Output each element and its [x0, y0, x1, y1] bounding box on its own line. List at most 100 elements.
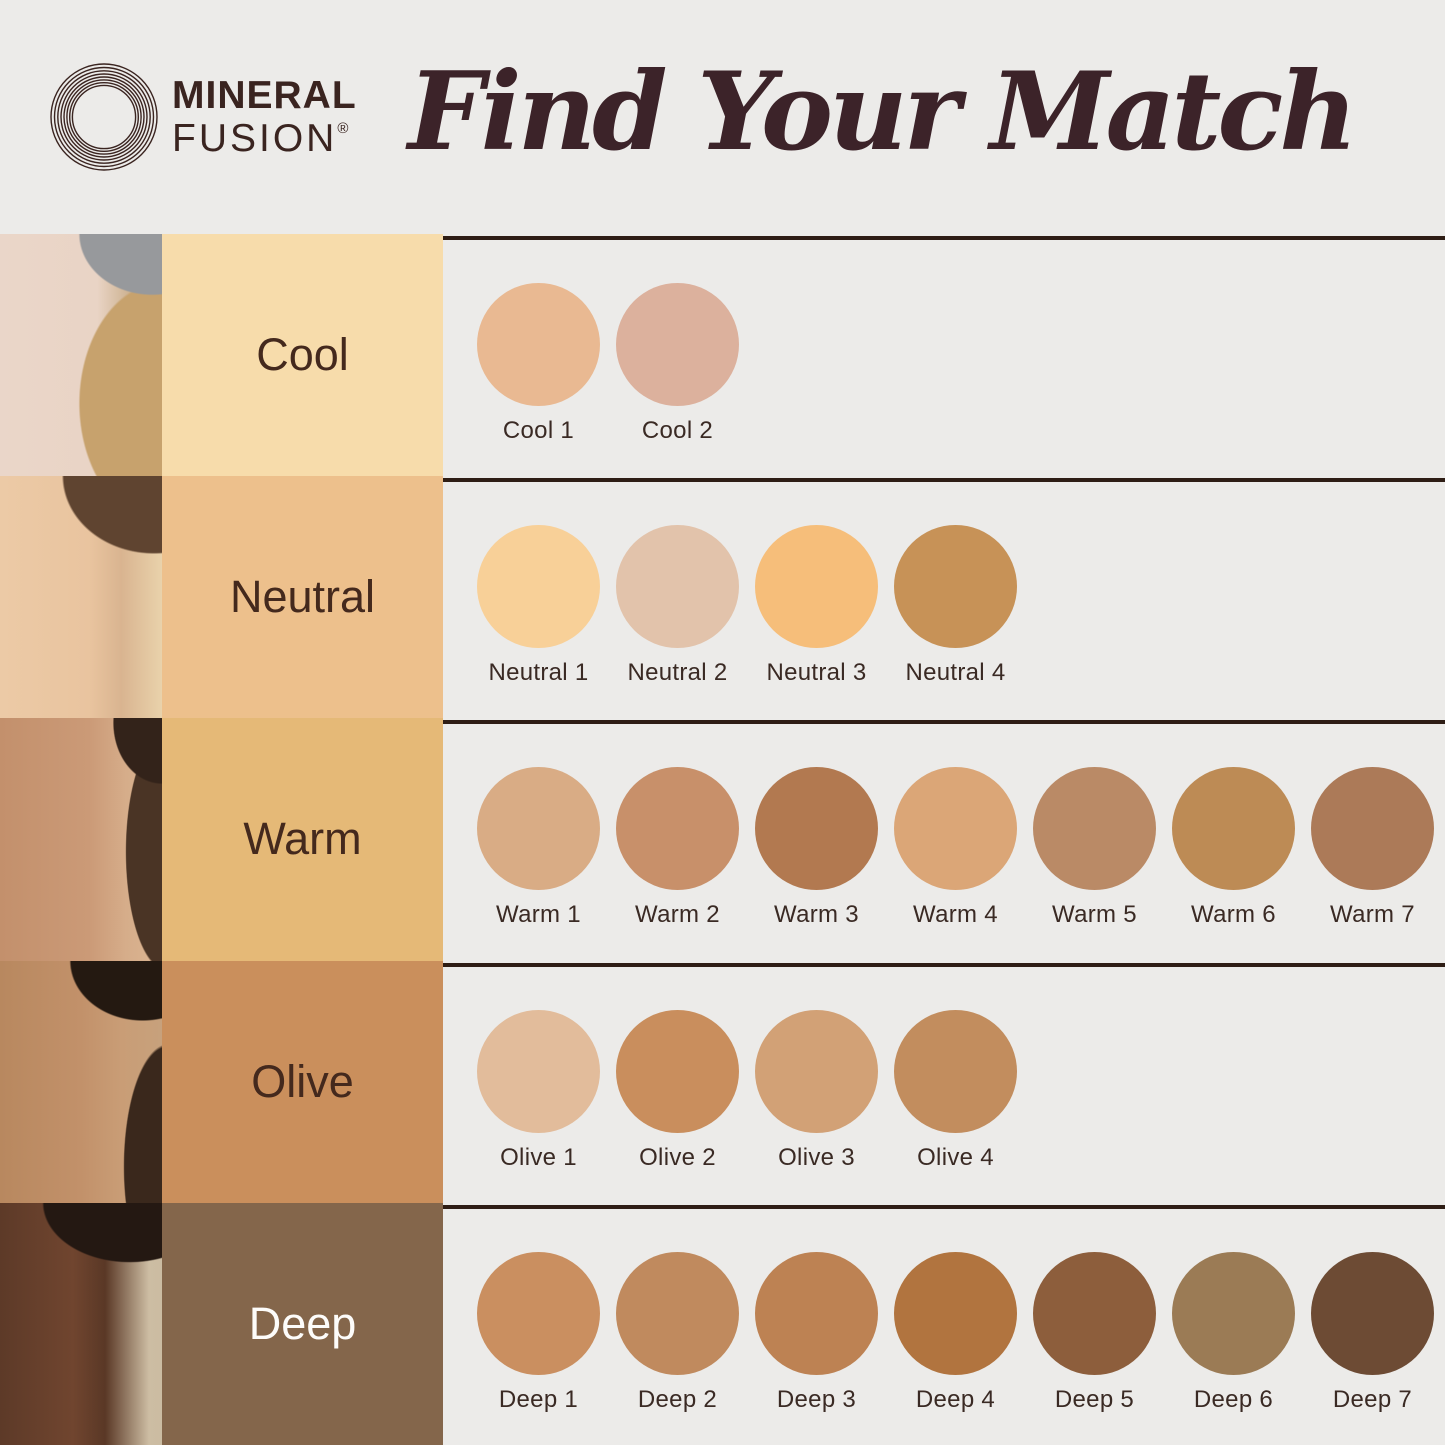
shade-swatch: Neutral 2: [616, 525, 739, 687]
face-photo-warm: [0, 718, 162, 961]
shade-color-dot: [894, 525, 1017, 649]
face-photo-cool: [0, 234, 162, 477]
shade-color-dot: [894, 1009, 1017, 1133]
shade-label: Olive 3: [778, 1143, 855, 1171]
shade-color-dot: [616, 1009, 739, 1133]
registered-trademark-symbol: ®: [337, 120, 349, 137]
shade-color-dot: [477, 767, 600, 891]
shade-label: Warm 2: [635, 901, 720, 929]
brand-logo: MINERAL FUSION ®: [48, 61, 357, 173]
shade-color-dot: [477, 1009, 600, 1133]
shade-label: Cool 1: [502, 417, 575, 444]
shade-row-neutral: Neutral Neutral 1 Neutral 2 Neutral 3: [0, 476, 1445, 719]
shade-swatch: Warm 7: [1311, 767, 1434, 929]
swatch-panel-olive: Olive 1 Olive 2 Olive 3 Olive 4: [443, 962, 1445, 1203]
shade-label: Deep 4: [915, 1385, 996, 1413]
shade-label: Warm 1: [496, 901, 581, 929]
shade-color-dot: [1033, 767, 1156, 891]
brand-wordmark: MINERAL FUSION ®: [172, 76, 357, 158]
shade-swatch: Olive 1: [477, 1009, 600, 1172]
shade-swatch: Warm 3: [755, 767, 878, 929]
shade-swatch: Warm 4: [894, 767, 1017, 929]
shade-label: Neutral 4: [905, 659, 1006, 687]
shade-label: Deep 5: [1054, 1385, 1135, 1413]
swatch-panel-warm: Warm 1 Warm 2 Warm 3 Warm 4 Warm 5: [443, 720, 1445, 960]
brand-name-line2: FUSION ®: [172, 117, 349, 160]
shade-label: Deep 6: [1193, 1385, 1274, 1413]
family-label-block-deep: Deep: [162, 1202, 443, 1445]
family-label: Warm: [243, 813, 362, 865]
shade-label: Neutral 1: [488, 659, 589, 687]
shade-swatch: Cool 2: [616, 283, 739, 445]
shade-label: Olive 4: [917, 1143, 994, 1171]
shade-label: Deep 7: [1332, 1385, 1413, 1413]
family-label: Neutral: [229, 571, 376, 623]
shade-swatch: Deep 4: [894, 1251, 1017, 1414]
shade-label: Deep 2: [637, 1385, 718, 1413]
shade-swatch: Olive 2: [616, 1009, 739, 1172]
shade-row-warm: Warm Warm 1 Warm 2 Warm 3 Warm 4: [0, 718, 1445, 961]
family-label: Olive: [251, 1055, 354, 1107]
shade-color-dot: [616, 525, 739, 649]
shade-label: Warm 3: [774, 901, 859, 929]
shade-label: Warm 7: [1330, 901, 1415, 929]
shade-swatch: Warm 2: [616, 767, 739, 929]
shade-label: Neutral 3: [766, 659, 867, 687]
face-photo-neutral: [0, 476, 162, 719]
shade-color-dot: [1033, 1251, 1156, 1375]
face-photo-olive: [0, 960, 162, 1203]
shade-row-deep: Deep Deep 1 Deep 2 Deep 3 Deep 4: [0, 1202, 1445, 1445]
shade-swatch: Deep 5: [1033, 1251, 1156, 1414]
shade-color-dot: [755, 525, 878, 649]
shade-row-olive: Olive Olive 1 Olive 2 Olive 3 Olive: [0, 960, 1445, 1203]
shade-color-dot: [755, 1009, 878, 1133]
shade-label: Warm 6: [1191, 901, 1276, 929]
family-label: Cool: [256, 329, 349, 381]
shade-swatch: Olive 4: [894, 1009, 1017, 1172]
swatch-panel-neutral: Neutral 1 Neutral 2 Neutral 3 Neutral 4: [443, 478, 1445, 718]
shade-color-dot: [616, 767, 739, 891]
shade-swatch: Warm 1: [477, 767, 600, 929]
concentric-rings-icon: [50, 63, 158, 171]
shade-row-cool: Cool Cool 1 Cool 2: [0, 234, 1445, 477]
shade-swatch: Deep 3: [755, 1251, 878, 1414]
shade-swatch: Deep 6: [1172, 1251, 1295, 1414]
shade-color-dot: [477, 525, 600, 649]
shade-label: Warm 5: [1052, 901, 1137, 929]
header: MINERAL FUSION ® Find Your Match: [0, 0, 1445, 234]
shade-label: Neutral 2: [627, 659, 728, 687]
shade-label: Olive 1: [500, 1143, 577, 1171]
shade-swatch: Neutral 3: [755, 525, 878, 687]
face-photo-deep: [0, 1202, 162, 1445]
shade-swatch: Warm 5: [1033, 767, 1156, 929]
shade-color-dot: [1172, 1251, 1295, 1375]
swatch-panel-deep: Deep 1 Deep 2 Deep 3 Deep 4 Deep 5: [443, 1204, 1445, 1445]
shade-color-dot: [1311, 1251, 1434, 1375]
shade-label: Deep 1: [498, 1385, 579, 1413]
shade-swatch: Neutral 1: [477, 525, 600, 687]
shade-color-dot: [1172, 767, 1295, 891]
shade-label: Cool 2: [641, 417, 714, 444]
shade-color-dot: [616, 1251, 739, 1375]
shade-swatch: Cool 1: [477, 283, 600, 445]
shade-color-dot: [1311, 767, 1434, 891]
shade-color-dot: [616, 283, 739, 406]
shade-swatch: Deep 2: [616, 1251, 739, 1414]
shade-color-dot: [477, 283, 600, 406]
shade-color-dot: [755, 767, 878, 891]
shade-label: Warm 4: [913, 901, 998, 929]
family-label: Deep: [248, 1297, 357, 1349]
shade-color-dot: [894, 767, 1017, 891]
shade-color-dot: [755, 1251, 878, 1375]
family-label-block-olive: Olive: [162, 960, 443, 1203]
shade-color-dot: [477, 1251, 600, 1375]
brand-name-line1: MINERAL: [172, 74, 357, 117]
shade-color-dot: [894, 1251, 1017, 1375]
shade-label: Deep 3: [776, 1385, 857, 1413]
family-label-block-warm: Warm: [162, 718, 443, 961]
family-label-block-neutral: Neutral: [162, 476, 443, 719]
page-title: Find Your Match: [407, 49, 1358, 175]
shade-swatch: Neutral 4: [894, 525, 1017, 687]
shade-swatch: Deep 1: [477, 1251, 600, 1414]
